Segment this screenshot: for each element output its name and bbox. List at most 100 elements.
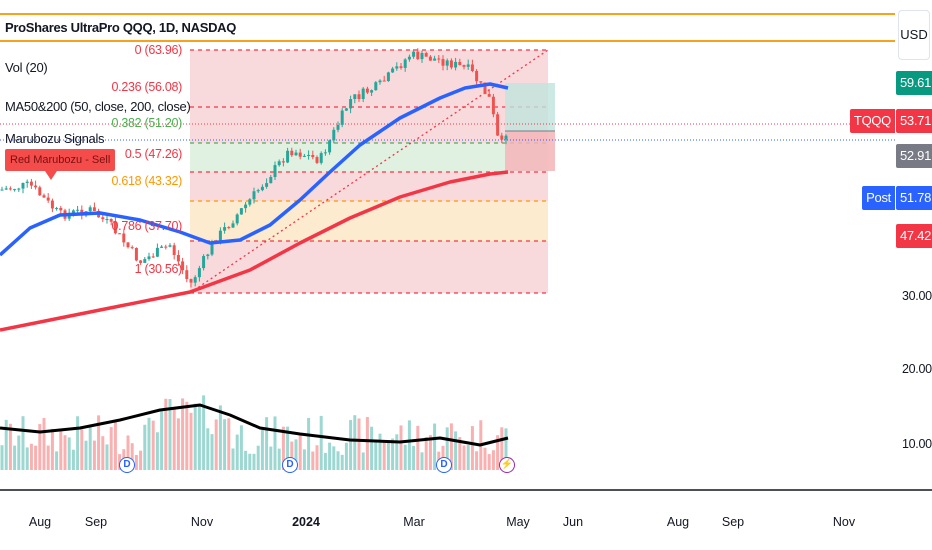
candle-body [17, 188, 21, 190]
price-axis-label: 30.00 [902, 289, 932, 303]
candle-body [349, 99, 353, 109]
candle-body [260, 186, 264, 191]
volume-bar [21, 416, 25, 470]
currency-button[interactable]: USD [898, 10, 930, 60]
candle-body [273, 165, 277, 178]
volume-bar [500, 427, 504, 470]
dividend-icon[interactable]: D [282, 457, 298, 473]
candle-body [176, 255, 180, 262]
volume-bar [269, 446, 273, 470]
time-axis-label: Aug [28, 515, 52, 529]
volume-bar [139, 450, 143, 470]
legend-volume[interactable]: Vol (20) [5, 60, 48, 75]
volume-bar [344, 442, 348, 470]
candle-body [378, 80, 382, 83]
volume-bar [25, 447, 29, 470]
price-tag-prev: 52.91 [896, 144, 932, 168]
volume-bar [147, 417, 151, 470]
candle-body [491, 96, 495, 115]
candle-body [185, 270, 189, 280]
volume-bar [59, 429, 63, 470]
volume-bar [168, 399, 172, 470]
volume-bar [71, 449, 75, 470]
candle-body [118, 233, 122, 235]
candle-body [126, 242, 130, 248]
candle-body [218, 230, 222, 244]
candle-body [454, 61, 458, 68]
legend-marubozu[interactable]: Marubozu Signals [5, 131, 105, 146]
candle-body [101, 217, 105, 220]
candle-body [424, 53, 428, 57]
volume-bar [256, 445, 260, 470]
volume-bar [412, 446, 416, 470]
time-axis-label: Nov [832, 515, 856, 529]
volume-bar [17, 435, 21, 470]
volume-bar [273, 416, 277, 470]
candle-body [475, 71, 479, 82]
candle-body [227, 227, 231, 229]
price-tag-post: 51.78 [896, 186, 932, 210]
candle-body [160, 246, 164, 248]
dividend-icon[interactable]: D [119, 457, 135, 473]
volume-bar [34, 445, 38, 470]
candle-body [109, 219, 113, 222]
candle-body [361, 88, 365, 99]
candle-body [147, 256, 151, 260]
fib-label-0: 0 (63.96) [134, 43, 183, 57]
volume-bar [206, 428, 210, 470]
volume-bar [491, 450, 495, 470]
fib-zone [190, 143, 548, 172]
earnings-icon[interactable]: ⚡ [499, 457, 515, 473]
volume-bar [483, 447, 487, 470]
candle-body [412, 51, 416, 57]
candle-body [281, 161, 285, 163]
candle-body [139, 260, 143, 263]
candle-body [302, 155, 306, 157]
volume-bar [0, 445, 4, 470]
volume-bar [231, 448, 235, 470]
volume-bar [328, 442, 332, 470]
volume-bar [38, 424, 42, 470]
fib-zone [190, 201, 548, 241]
candle-body [504, 135, 508, 140]
candle-body [294, 152, 298, 156]
candle-body [353, 94, 357, 100]
time-axis-label: Sep [721, 515, 745, 529]
volume-bar [92, 440, 96, 470]
fib-zone [190, 241, 548, 293]
volume-bar [449, 423, 453, 470]
candle-body [46, 197, 50, 201]
candle-body [223, 227, 227, 231]
legend-ma[interactable]: MA50&200 (50, close, 200, close) [5, 99, 191, 114]
volume-bar [470, 426, 474, 470]
volume-bar [433, 423, 437, 470]
volume-bar [466, 445, 470, 470]
dividend-icon[interactable]: D [436, 457, 452, 473]
volume-bar [193, 403, 197, 470]
volume-bar [42, 417, 46, 470]
candle-body [487, 94, 491, 97]
candle-body [71, 210, 75, 213]
candle-body [386, 72, 390, 82]
volume-bar [307, 418, 311, 470]
volume-bar [130, 443, 134, 470]
time-axis-label: 2024 [292, 515, 320, 529]
volume-bar [340, 454, 344, 470]
volume-bar [315, 445, 319, 470]
volume-bar [281, 426, 285, 470]
volume-bar [160, 410, 164, 470]
volume-bar [185, 401, 189, 470]
time-axis-label: Aug [666, 515, 690, 529]
volume-bar [395, 434, 399, 470]
candle-body [500, 135, 504, 140]
volume-bar [424, 436, 428, 470]
candle-body [8, 188, 12, 190]
volume-bar [428, 435, 432, 470]
volume-bar [76, 416, 80, 470]
candle-body [470, 64, 474, 72]
candle-body [336, 124, 340, 130]
volume-bar [235, 434, 239, 470]
volume-bar [407, 420, 411, 470]
candle-body [189, 279, 193, 283]
